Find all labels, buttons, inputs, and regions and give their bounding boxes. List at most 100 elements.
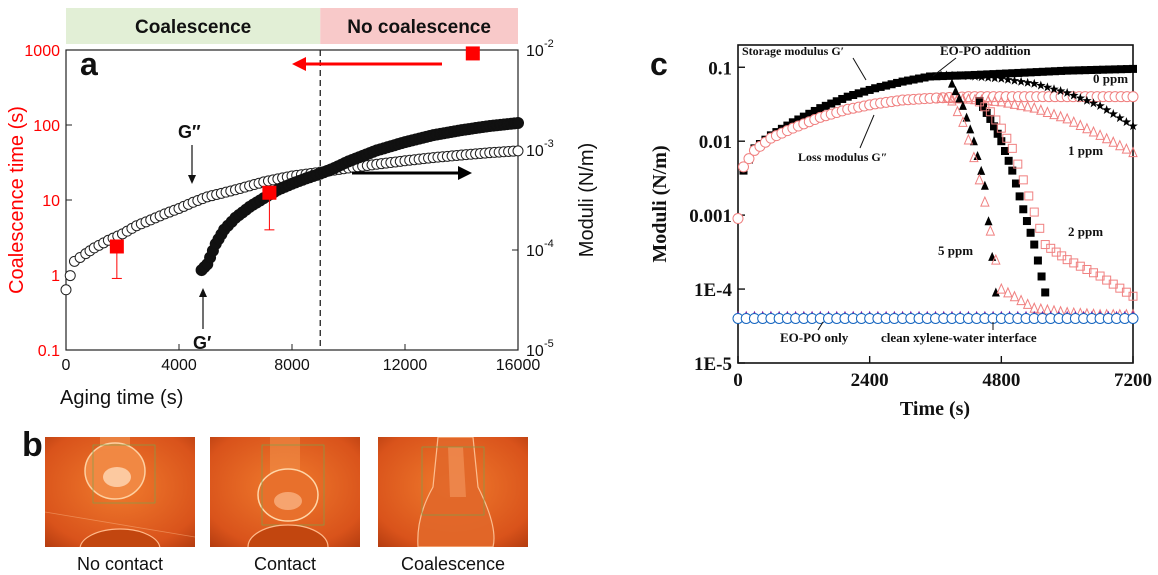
series-5-point [1007, 143, 1017, 153]
series-7-point [1036, 302, 1046, 314]
x-tick-label-a: 0 [62, 357, 71, 374]
series-0-point [1081, 66, 1090, 75]
caption-no-contact: No contact [76, 554, 164, 574]
y-tick-label-right-a: 10 [526, 43, 544, 60]
series-0-point [1032, 68, 1041, 77]
panel-label-b: b [22, 426, 43, 464]
series-5-point [1002, 133, 1012, 143]
series-0-point [1008, 69, 1017, 78]
region-no-coalescence-label: No coalescence [347, 17, 491, 38]
y-tick-label-left-a: 1000 [24, 43, 60, 60]
annotation-storage-modulus-pointer [852, 57, 867, 81]
panel-label-a: a [80, 46, 98, 82]
y-tick-label-c: 1E-5 [694, 354, 732, 375]
y-tick-label-left-a: 100 [33, 118, 60, 135]
series-0-point [893, 78, 902, 87]
annotation-g-prime: G′ [193, 333, 211, 353]
series-0-point [1057, 66, 1066, 75]
annotation-clean-interface: clean xylene-water interface [881, 330, 1037, 345]
series-0-point [1069, 66, 1078, 75]
series-2-point [970, 71, 980, 81]
series-0-point [898, 77, 907, 86]
x-tick-label-a: 8000 [274, 357, 310, 374]
series-0-point [854, 89, 863, 98]
series-2-point [936, 70, 946, 80]
series-2-point [1022, 77, 1033, 87]
photo-contact [210, 437, 360, 547]
series-5-point [1082, 264, 1092, 274]
g-double-prime-point [512, 145, 524, 157]
series-1-point [737, 161, 749, 173]
series-0-point [1075, 66, 1084, 75]
annotation-eo-po-addition: EO-PO addition [940, 43, 1031, 58]
series-2-point [1128, 121, 1138, 131]
y-axis-label-left-a: Coalescence time (s) [6, 106, 28, 294]
series-3-point [1101, 132, 1112, 144]
series-2-point [1069, 90, 1079, 100]
x-tick-label-c: 2400 [851, 370, 889, 391]
series-0-point [876, 82, 885, 91]
series-6-point [951, 86, 960, 96]
series-7-point [980, 195, 990, 207]
x-tick-label-a: 4000 [161, 357, 197, 374]
series-2-point [1016, 76, 1026, 86]
series-3-point [1115, 139, 1125, 151]
annotation-5-ppm: 5 ppm [938, 243, 973, 258]
series-6-point [977, 165, 986, 175]
series-2-point [963, 71, 974, 81]
annotation-2-ppm: 2 ppm [1068, 224, 1103, 239]
y-tick-exponent-right-a: -2 [544, 38, 554, 50]
region-no-coalescence [320, 8, 518, 44]
annotation-storage-modulus: Storage modulus G′ [742, 44, 844, 58]
series-5-point [1069, 258, 1079, 268]
series-6-point [962, 112, 971, 122]
x-axis-label-a: Aging time (s) [60, 387, 183, 409]
series-2-point [1062, 87, 1072, 97]
x-tick-label-c: 4800 [982, 370, 1020, 391]
series-7-point [1016, 294, 1026, 306]
series-3-point [989, 95, 1000, 106]
series-3-point [1016, 99, 1026, 111]
x-tick-label-a: 16000 [496, 357, 541, 374]
annotation-eo-po-only: EO-PO only [780, 330, 849, 345]
series-2-point [941, 70, 952, 80]
series-3-point [1121, 142, 1132, 154]
x-axis-label-c: Time (s) [900, 398, 970, 420]
arrow-left-red-head [292, 57, 306, 71]
series-0-point [926, 72, 935, 81]
plot-area-c [737, 44, 1134, 364]
series-5-point [1062, 255, 1072, 265]
series-6-point [958, 100, 967, 110]
series-0-point [920, 73, 929, 82]
series-7-point [991, 253, 1001, 265]
series-3-point [941, 92, 952, 103]
series-0-point [995, 69, 1004, 78]
series-4-point [1000, 147, 1009, 155]
series-2-point [1088, 98, 1099, 108]
series-5-point [1128, 291, 1138, 301]
y-tick-exponent-right-a: -3 [544, 138, 554, 150]
series-0-point [871, 84, 880, 93]
series-7-point [952, 105, 963, 117]
caption-coalescence: Coalescence [400, 554, 506, 574]
series-2-point [1036, 80, 1046, 90]
annotation-1-ppm: 1 ppm [1068, 143, 1103, 158]
photo-contact-image [210, 437, 360, 547]
series-4-point [1030, 240, 1039, 249]
series-0-point [1129, 64, 1137, 73]
series-2-point [1095, 100, 1105, 110]
series-0-point [849, 90, 858, 99]
y-tick-label-c: 0.01 [699, 132, 732, 153]
series-3-point [1036, 104, 1046, 115]
g-prime-point [512, 117, 524, 130]
y-tick-label-left-a: 10 [42, 193, 60, 210]
series-3-point [1029, 101, 1040, 113]
caption-contact: Contact [253, 554, 317, 574]
series-7-point [963, 133, 974, 145]
annotation-g-prime-pointer-head [199, 288, 207, 297]
series-0-point [1020, 68, 1029, 77]
series-5-point [1075, 261, 1085, 271]
series-0-point [989, 70, 998, 79]
series-3-point [936, 92, 946, 103]
